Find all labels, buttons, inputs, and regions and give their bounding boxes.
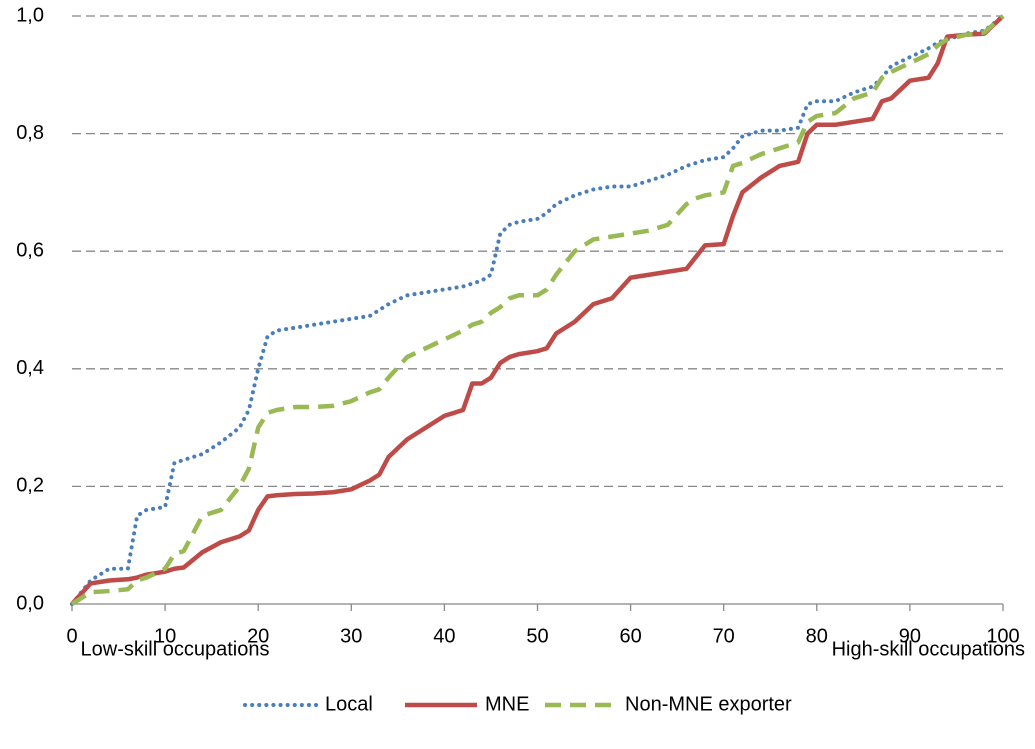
x-tick-label: 30 — [340, 625, 362, 647]
x-annotation-left: Low-skill occupations — [81, 638, 270, 660]
y-tick-label: 0,0 — [16, 592, 44, 614]
x-tick-label: 10 — [154, 625, 176, 647]
x-tick-label: 0 — [66, 625, 77, 647]
x-tick-label: 50 — [526, 625, 548, 647]
x-tick-label: 20 — [247, 625, 269, 647]
series-line — [70, 14, 1005, 606]
series-line — [70, 14, 1005, 606]
x-tick-label: 70 — [713, 625, 735, 647]
series-line — [70, 14, 1005, 606]
y-tick-label: 0,6 — [16, 239, 44, 261]
y-tick-label: 1,0 — [16, 4, 44, 26]
x-tick-label: 80 — [806, 625, 828, 647]
legend-label: Local — [325, 693, 373, 715]
x-tick-label: 100 — [986, 625, 1019, 647]
legend-label: Non-MNE exporter — [625, 693, 792, 715]
x-tick-label: 40 — [433, 625, 455, 647]
x-tick-label: 60 — [619, 625, 641, 647]
x-annotation-right: High-skill occupations — [832, 638, 1025, 660]
y-tick-label: 0,2 — [16, 475, 44, 497]
x-tick-label: 90 — [899, 625, 921, 647]
y-tick-label: 0,4 — [16, 357, 44, 379]
y-tick-label: 0,8 — [16, 122, 44, 144]
legend-label: MNE — [485, 693, 529, 715]
